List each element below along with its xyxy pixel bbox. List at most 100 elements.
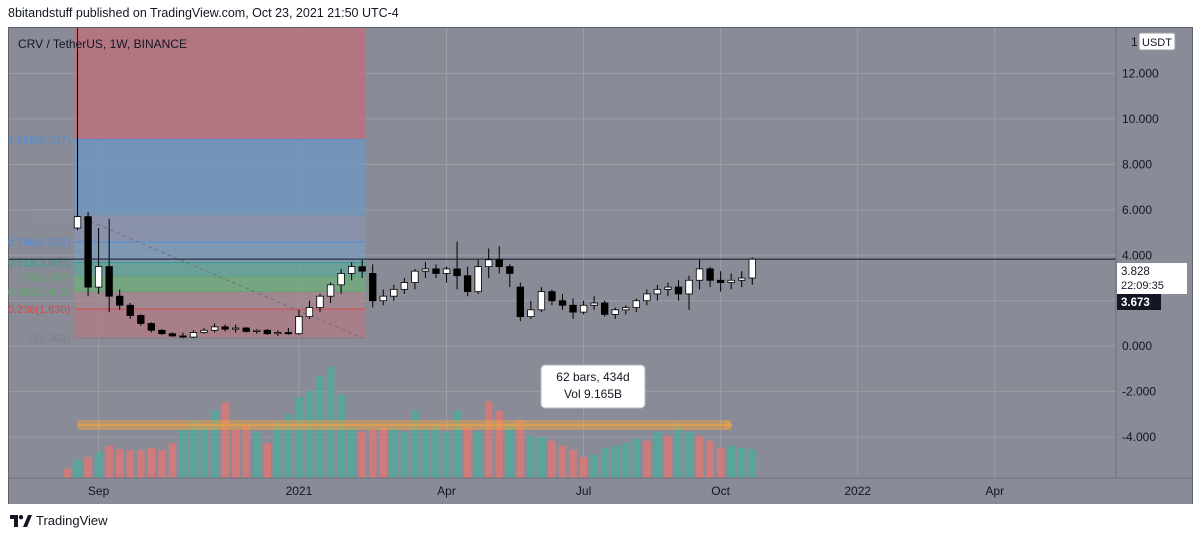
candle-body (716, 279, 725, 283)
volume-bar (63, 468, 71, 478)
fib-level-label: 1(5.730) (29, 211, 70, 223)
crosshair-price-label: 3.673 (1121, 297, 1150, 309)
volume-bar (737, 447, 746, 478)
candle-body (305, 307, 314, 318)
candle-body (738, 277, 746, 281)
volume-bar (284, 414, 293, 478)
y-tick-label: 12.000 (1122, 66, 1159, 80)
fib-band (74, 262, 366, 277)
volume-bar (621, 443, 630, 478)
volume-bar (527, 436, 535, 478)
volume-bar (421, 429, 430, 478)
candle-body (253, 329, 261, 332)
volume-bar (210, 410, 219, 478)
volume-bar (643, 440, 651, 478)
x-tick-label: Jul (576, 484, 591, 498)
candle-body (379, 295, 387, 302)
volume-bar (242, 425, 250, 478)
price-axis (1116, 28, 1192, 478)
candle-body (495, 259, 503, 268)
candle-body (263, 329, 271, 335)
candle-body (664, 286, 672, 290)
volume-bar (337, 394, 345, 478)
candle-body (137, 315, 145, 324)
candle-body (200, 329, 208, 333)
candle-body (611, 309, 619, 315)
volume-bar (379, 426, 388, 478)
volume-bar (748, 449, 757, 478)
candle-body (369, 273, 377, 302)
candle-body (358, 266, 366, 272)
volume-bar (347, 426, 356, 478)
volume-bar (537, 437, 546, 478)
volume-bar (411, 410, 419, 478)
candle-body (485, 259, 493, 268)
volume-bar (390, 428, 398, 478)
footer-brand-label: TradingView (36, 513, 108, 528)
candle-body (347, 266, 356, 274)
volume-bar (252, 431, 261, 478)
volume-bar (158, 450, 166, 478)
range-tooltip-line: Vol 9.165B (564, 387, 622, 401)
volume-bar (358, 431, 366, 478)
volume-bar (695, 436, 704, 478)
candle-body (84, 216, 92, 288)
fib-level-label: 0(0.363) (29, 333, 70, 345)
candle-body (474, 266, 482, 293)
volume-bar (548, 440, 556, 478)
candle-body (421, 268, 430, 272)
fib-trend-line (77, 215, 363, 339)
fib-level-label: 1.618(9.087) (8, 135, 70, 147)
x-tick-label: Oct (711, 484, 730, 498)
volume-bar (274, 422, 282, 478)
fib-band (74, 139, 366, 216)
volume-bar (453, 410, 461, 478)
symbol-title: CRV / TetherUS, 1W, BINANCE (18, 37, 187, 51)
tradingview-logo-icon (10, 514, 32, 527)
candle-body (622, 307, 630, 311)
candle-body (168, 333, 177, 337)
volume-bar (706, 440, 714, 478)
volume-bar (600, 447, 609, 478)
y-tick-label: 6.000 (1122, 203, 1152, 217)
candle-body (337, 273, 345, 286)
fib-band (74, 309, 366, 338)
fib-level-label: 0.236(1.630) (8, 304, 70, 316)
volume-bar (105, 445, 113, 478)
y-tick-label: 4.000 (1122, 248, 1152, 262)
volume-bar (200, 426, 208, 478)
candle-body (179, 335, 187, 338)
volume-bar (716, 447, 725, 478)
candle-body (221, 326, 229, 330)
fib-level-label: 0.786(4.582) (8, 237, 70, 249)
volume-bar (126, 450, 135, 478)
candle-body (232, 327, 240, 330)
volume-bar (189, 420, 198, 478)
volume-bar (442, 431, 451, 478)
fib-level-label: 0.5(3.047) (20, 272, 70, 284)
currency-badge (1138, 32, 1176, 51)
candle-body (295, 316, 303, 335)
volume-bar (432, 424, 440, 478)
candle-body (674, 286, 683, 295)
fib-band (74, 291, 366, 310)
candle-body (453, 268, 461, 277)
candle-body (442, 268, 451, 274)
candle-body (284, 332, 293, 335)
x-tick-label: Apr (437, 484, 456, 498)
candle-body (748, 258, 756, 279)
candle-body (558, 300, 567, 306)
candle-body (579, 304, 588, 313)
candle-body (73, 216, 82, 229)
x-tick-label: 2021 (286, 484, 313, 498)
candle-body (527, 309, 535, 318)
y-tick-label: 8.000 (1122, 157, 1152, 171)
footer-brand[interactable]: TradingView (10, 513, 108, 528)
candle-body (326, 284, 335, 297)
volume-bar (474, 431, 482, 478)
fib-level-label: 0.618(3.680) (8, 258, 70, 270)
range-tooltip-line: 62 bars, 434d (556, 370, 629, 384)
y-tick-label: -4.000 (1122, 430, 1156, 444)
candle-body (126, 304, 134, 316)
